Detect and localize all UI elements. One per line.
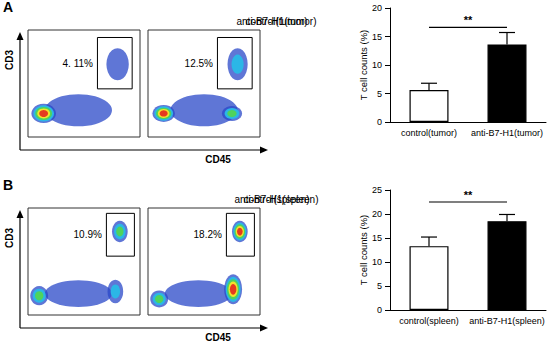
svg-text:anti-B7-H1(tumor): anti-B7-H1(tumor) <box>236 16 316 27</box>
svg-text:10: 10 <box>372 60 382 70</box>
svg-text:anti-B7-H1(spleen): anti-B7-H1(spleen) <box>469 316 545 326</box>
svg-text:15: 15 <box>372 32 382 42</box>
svg-text:CD45: CD45 <box>205 154 231 165</box>
svg-text:10.9%: 10.9% <box>74 229 102 240</box>
svg-text:25: 25 <box>372 185 382 195</box>
svg-text:anti-B7-H1(tumor): anti-B7-H1(tumor) <box>471 128 543 138</box>
svg-text:control(tumor): control(tumor) <box>401 128 457 138</box>
svg-text:20: 20 <box>372 209 382 219</box>
svg-text:CD3: CD3 <box>4 50 15 70</box>
svg-text:B: B <box>3 177 13 193</box>
svg-text:T cell counts (%): T cell counts (%) <box>358 215 369 286</box>
svg-text:0: 0 <box>377 305 382 315</box>
svg-text:anti-B7-H1(spleen): anti-B7-H1(spleen) <box>235 194 319 205</box>
svg-text:T cell counts (%): T cell counts (%) <box>358 30 369 101</box>
svg-text:20: 20 <box>372 3 382 13</box>
svg-text:**: ** <box>464 14 473 26</box>
svg-text:CD3: CD3 <box>4 228 15 248</box>
svg-text:15: 15 <box>372 233 382 243</box>
svg-text:10: 10 <box>372 257 382 267</box>
svg-text:**: ** <box>464 189 473 201</box>
svg-text:5: 5 <box>377 281 382 291</box>
svg-text:5: 5 <box>377 89 382 99</box>
svg-text:12.5%: 12.5% <box>185 58 213 69</box>
svg-text:18.2%: 18.2% <box>194 229 222 240</box>
svg-text:control(spleen): control(spleen) <box>399 316 459 326</box>
svg-text:4. 11%: 4. 11% <box>63 58 93 69</box>
svg-text:A: A <box>3 0 13 15</box>
svg-text:0: 0 <box>377 117 382 127</box>
svg-text:CD45: CD45 <box>205 332 231 343</box>
